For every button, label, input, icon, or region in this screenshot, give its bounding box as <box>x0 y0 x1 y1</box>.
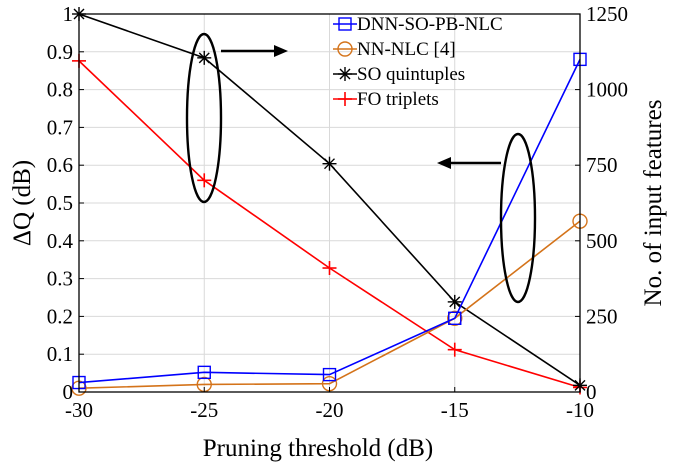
y-right-tick-label: 250 <box>586 304 618 328</box>
ticks: -30 -25 -20 -15 -1000.10.20.30.40.50.60.70.8… <box>47 2 628 422</box>
marker-circle <box>337 41 353 57</box>
legend-marker <box>338 67 352 81</box>
legend-marker <box>338 17 352 31</box>
y-left-tick-label: 0.9 <box>47 40 73 64</box>
data-point-dnn-so-pb-nlc <box>197 365 211 380</box>
y-left-tick-label: 1 <box>63 2 74 26</box>
y-right-tick-label: 750 <box>586 153 618 177</box>
y-left-tick-label: 0.1 <box>47 342 73 366</box>
annotation-arrowhead <box>437 157 451 169</box>
marker-ast-d2 <box>339 68 351 80</box>
legend-marker <box>338 92 352 106</box>
x-tick-label: -10 <box>566 398 594 422</box>
legend-label: SO quintuples <box>357 64 465 85</box>
marker-square <box>338 17 352 31</box>
x-tick-label: -30 <box>65 398 93 422</box>
data-point-fo-triplets <box>197 173 212 188</box>
annotation-ellipse <box>185 32 223 204</box>
series-layer <box>71 7 588 396</box>
annotation-left-axis <box>437 132 537 304</box>
marker-ast-d2 <box>324 158 335 170</box>
y-left-tick-label: 0.8 <box>47 78 73 102</box>
y-right-tick-label: 500 <box>586 229 618 253</box>
marker-square <box>448 311 462 325</box>
data-point-dnn-so-pb-nlc <box>448 311 462 325</box>
x-tick-label: -20 <box>316 398 344 422</box>
legend-label: FO triplets <box>357 89 439 110</box>
x-axis-label: Pruning threshold (dB) <box>203 435 434 462</box>
data-point-so-quintuples <box>197 50 212 65</box>
y-left-tick-label: 0.5 <box>47 191 73 215</box>
y-left-tick-label: 0.2 <box>47 304 73 328</box>
y-axis-label-right: No. of input features <box>640 100 667 307</box>
y-left-tick-label: 0.4 <box>47 229 74 253</box>
data-point-fo-triplets <box>322 261 337 276</box>
legend-label: DNN-SO-PB-NLC <box>357 14 503 35</box>
legend: DNN-SO-PB-NLC NN-NLC [4] SO quintuples FO t… <box>333 14 503 110</box>
data-point-so-quintuples <box>447 294 462 309</box>
y-left-tick-label: 0.7 <box>47 115 73 139</box>
y-left-tick-label: 0 <box>63 380 74 404</box>
y-right-tick-label: 1000 <box>586 78 628 102</box>
legend-entry-so-quintuples: SO quintuples <box>333 64 465 85</box>
legend-entry-fo-triplets: FO triplets <box>333 89 439 110</box>
series-line-nn-nlc-4 <box>78 220 581 390</box>
data-point-fo-triplets <box>447 342 462 357</box>
annotation-ellipse <box>499 132 537 304</box>
annotation-right-axis <box>185 32 288 204</box>
marker-square <box>322 367 337 382</box>
x-tick-label: -15 <box>441 398 469 422</box>
y-axis-label-left: ΔQ (dB) <box>9 160 36 246</box>
x-tick-label: -25 <box>190 398 218 422</box>
data-point-so-quintuples <box>322 156 337 171</box>
legend-marker <box>337 41 353 57</box>
marker-ast-d2 <box>449 296 461 308</box>
annotation-arrowhead <box>274 45 288 57</box>
annotations <box>185 32 537 304</box>
y-left-tick-label: 0.3 <box>47 267 73 291</box>
legend-entry-dnn-so-pb-nlc: DNN-SO-PB-NLC <box>333 14 503 35</box>
legend-entry-nn-nlc-4: NN-NLC [4] <box>333 39 456 60</box>
y-left-tick-label: 0.6 <box>47 153 73 177</box>
legend-label: NN-NLC [4] <box>357 39 456 60</box>
data-point-nn-nlc-4 <box>447 310 463 326</box>
series-line-dnn-so-pb-nlc <box>78 59 581 384</box>
y-right-tick-label: 0 <box>586 380 597 404</box>
marker-circle <box>447 310 463 326</box>
marker-ast-d2 <box>198 52 210 64</box>
marker-square <box>197 365 211 380</box>
data-point-dnn-so-pb-nlc <box>322 367 337 382</box>
y-right-tick-label: 1250 <box>586 2 628 26</box>
